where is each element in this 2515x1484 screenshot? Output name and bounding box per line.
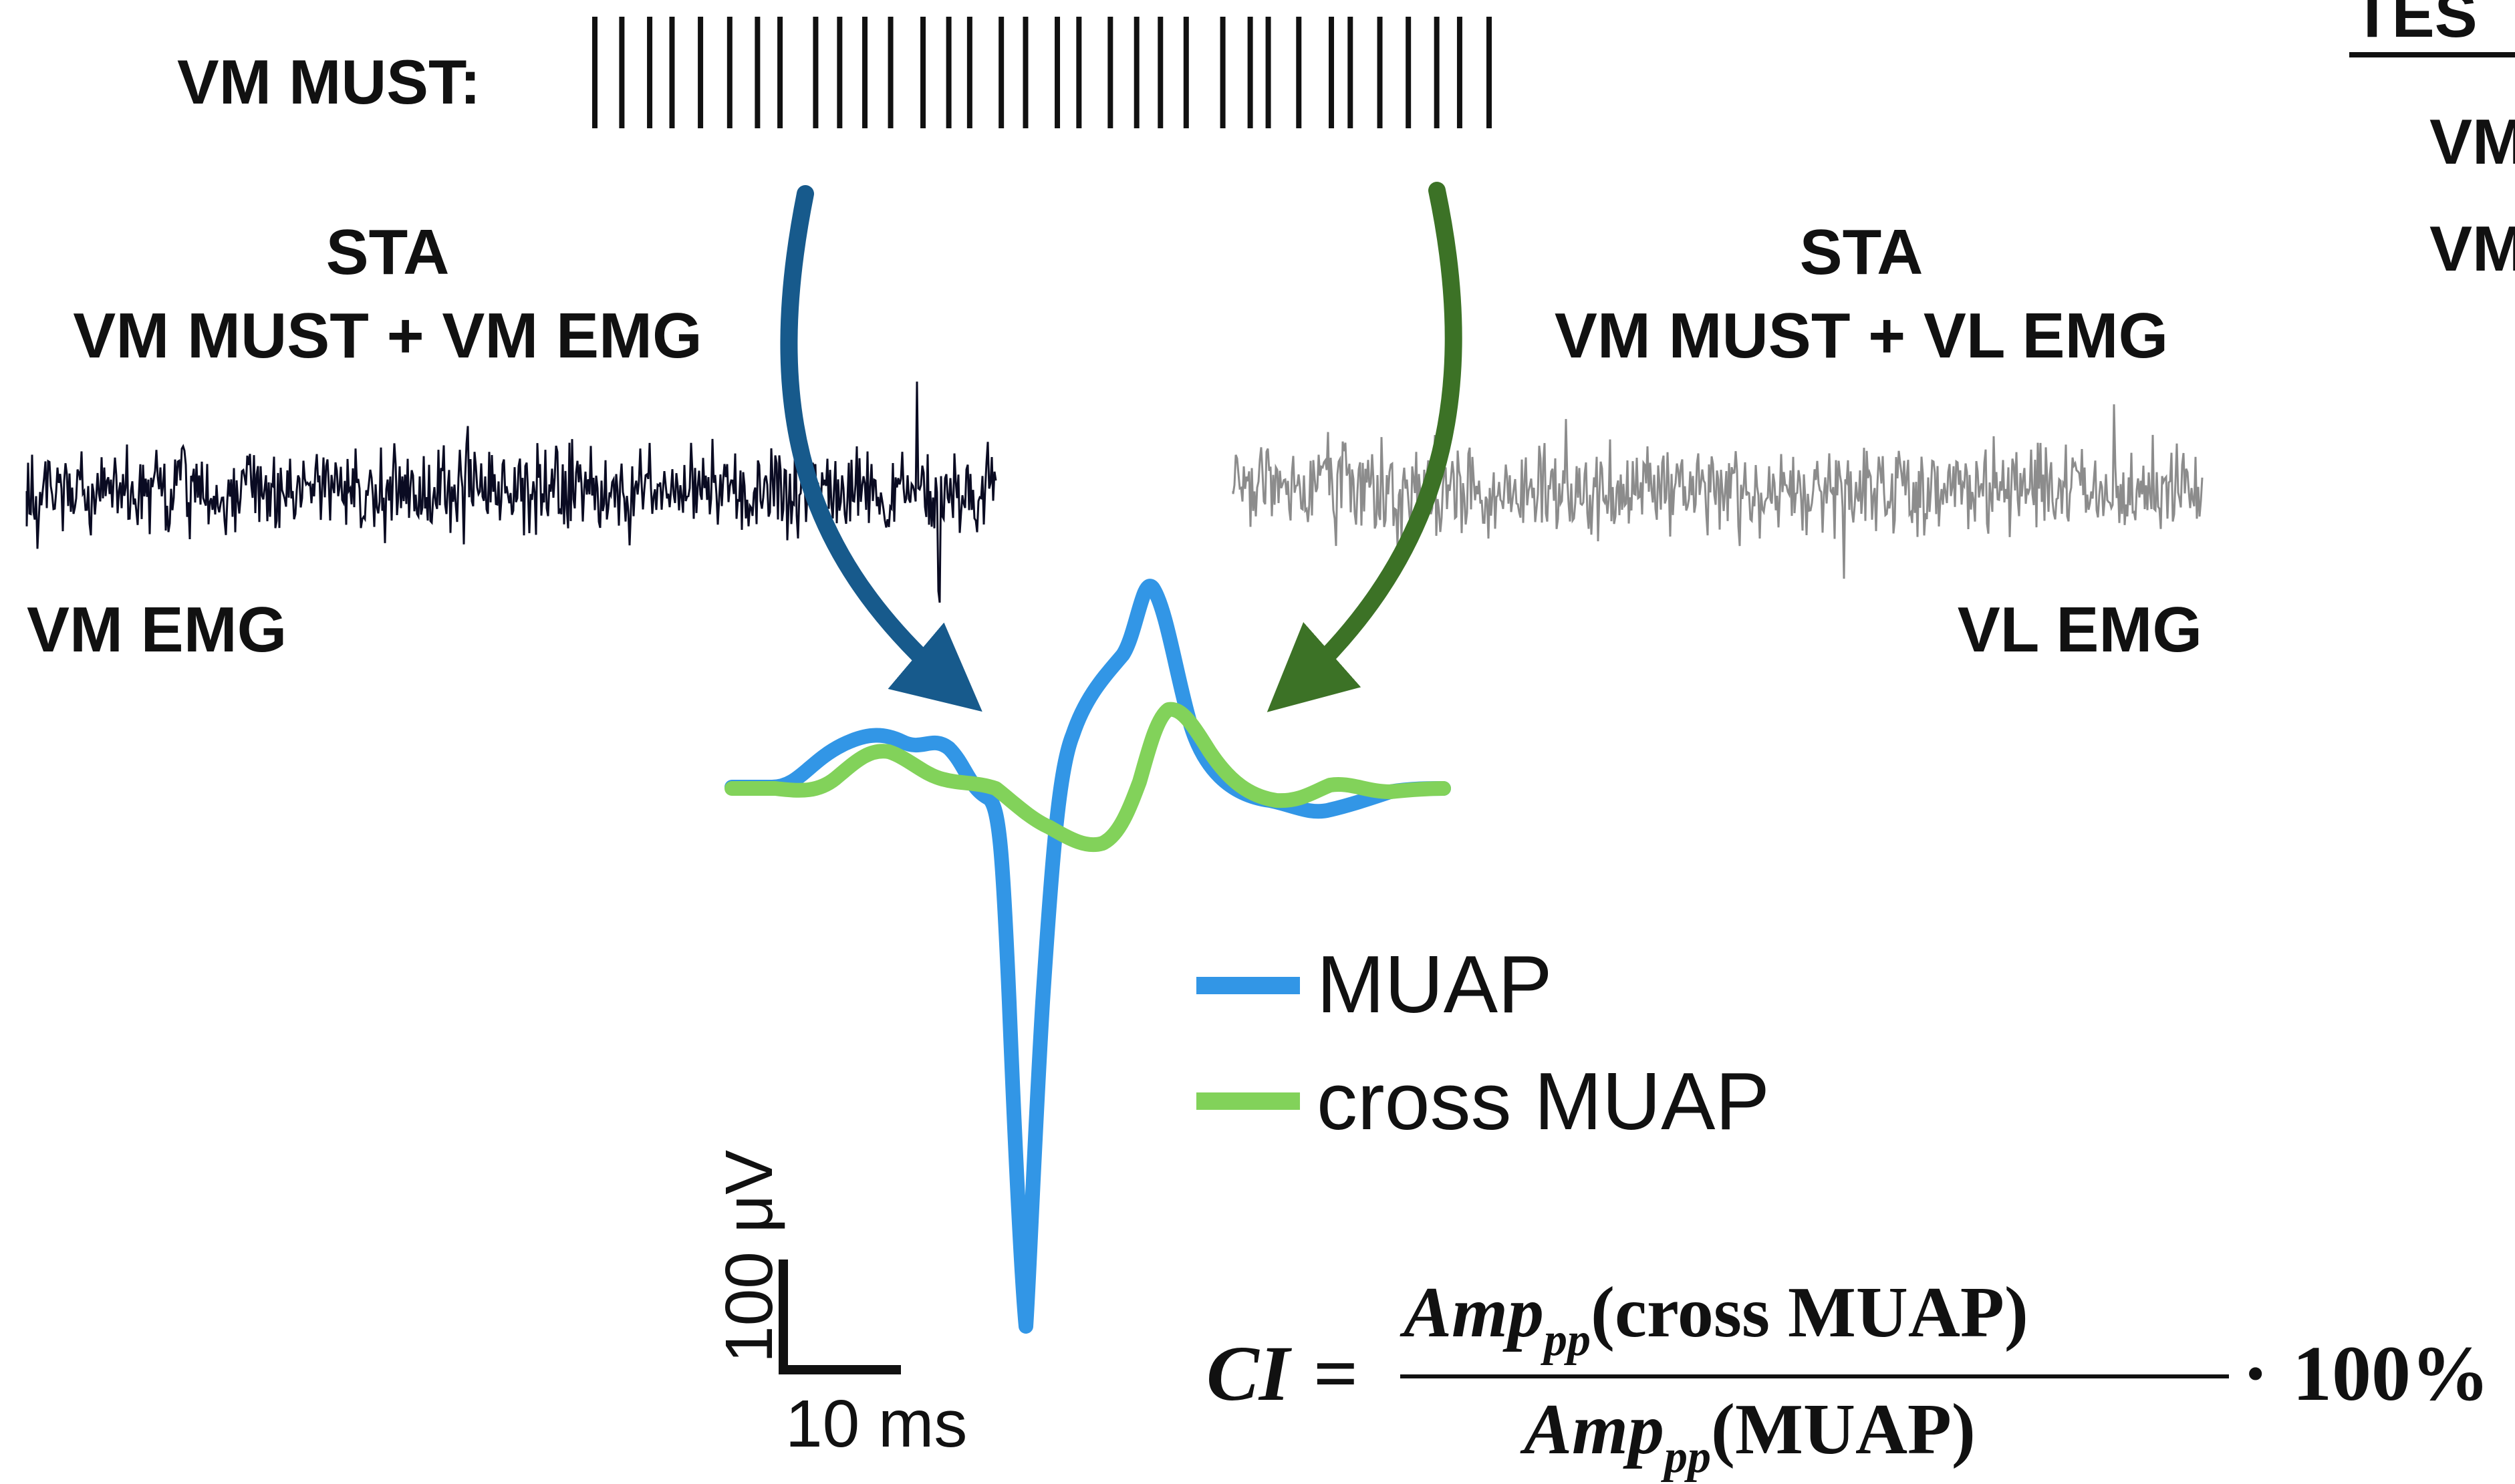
sta-left-subtitle: VM MUST + VM EMG [73,300,702,372]
cropped-row-1: VM [2429,106,2515,178]
legend-cross-muap-label: cross MUAP [1317,1056,1770,1147]
formula-denominator: Amppp(MUAP) [1520,1390,1976,1483]
cropped-row-2: VM [2429,213,2515,285]
spike-train-label: VM MUST: [177,47,481,117]
formula-factor: 100% [2292,1330,2490,1417]
sta-right-title: STA [1800,216,1924,288]
formula-times: · [2242,1330,2268,1417]
sta-right-subtitle: VM MUST + VL EMG [1555,300,2168,372]
vl-emg-trace [1232,404,2204,579]
sta-left-title: STA [326,216,450,288]
vl-emg-label: VL EMG [1958,594,2202,665]
arrow-to-cross-muap [1267,182,1462,712]
scale-bar [779,1259,901,1374]
formula-equals: = [1313,1330,1358,1417]
vm-emg-label: VM EMG [27,594,287,665]
arrow-to-muap [780,185,982,712]
spike-train [592,17,1492,128]
vm-emg-trace [25,382,997,603]
cross-muap-waveform [724,702,1451,853]
scale-bar-vertical-label: 100 μV [712,1150,787,1363]
scale-bar-horizontal-label: 10 ms [785,1386,967,1461]
legend-muap-label: MUAP [1317,939,1552,1030]
cropped-heading: TES [2353,0,2478,51]
ci-formula: CI = Amppp(cross MUAP) Amppp(MUAP) · 100… [1206,1273,2490,1483]
formula-numerator: Amppp(cross MUAP) [1400,1273,2028,1366]
formula-lhs: CI [1206,1330,1293,1417]
